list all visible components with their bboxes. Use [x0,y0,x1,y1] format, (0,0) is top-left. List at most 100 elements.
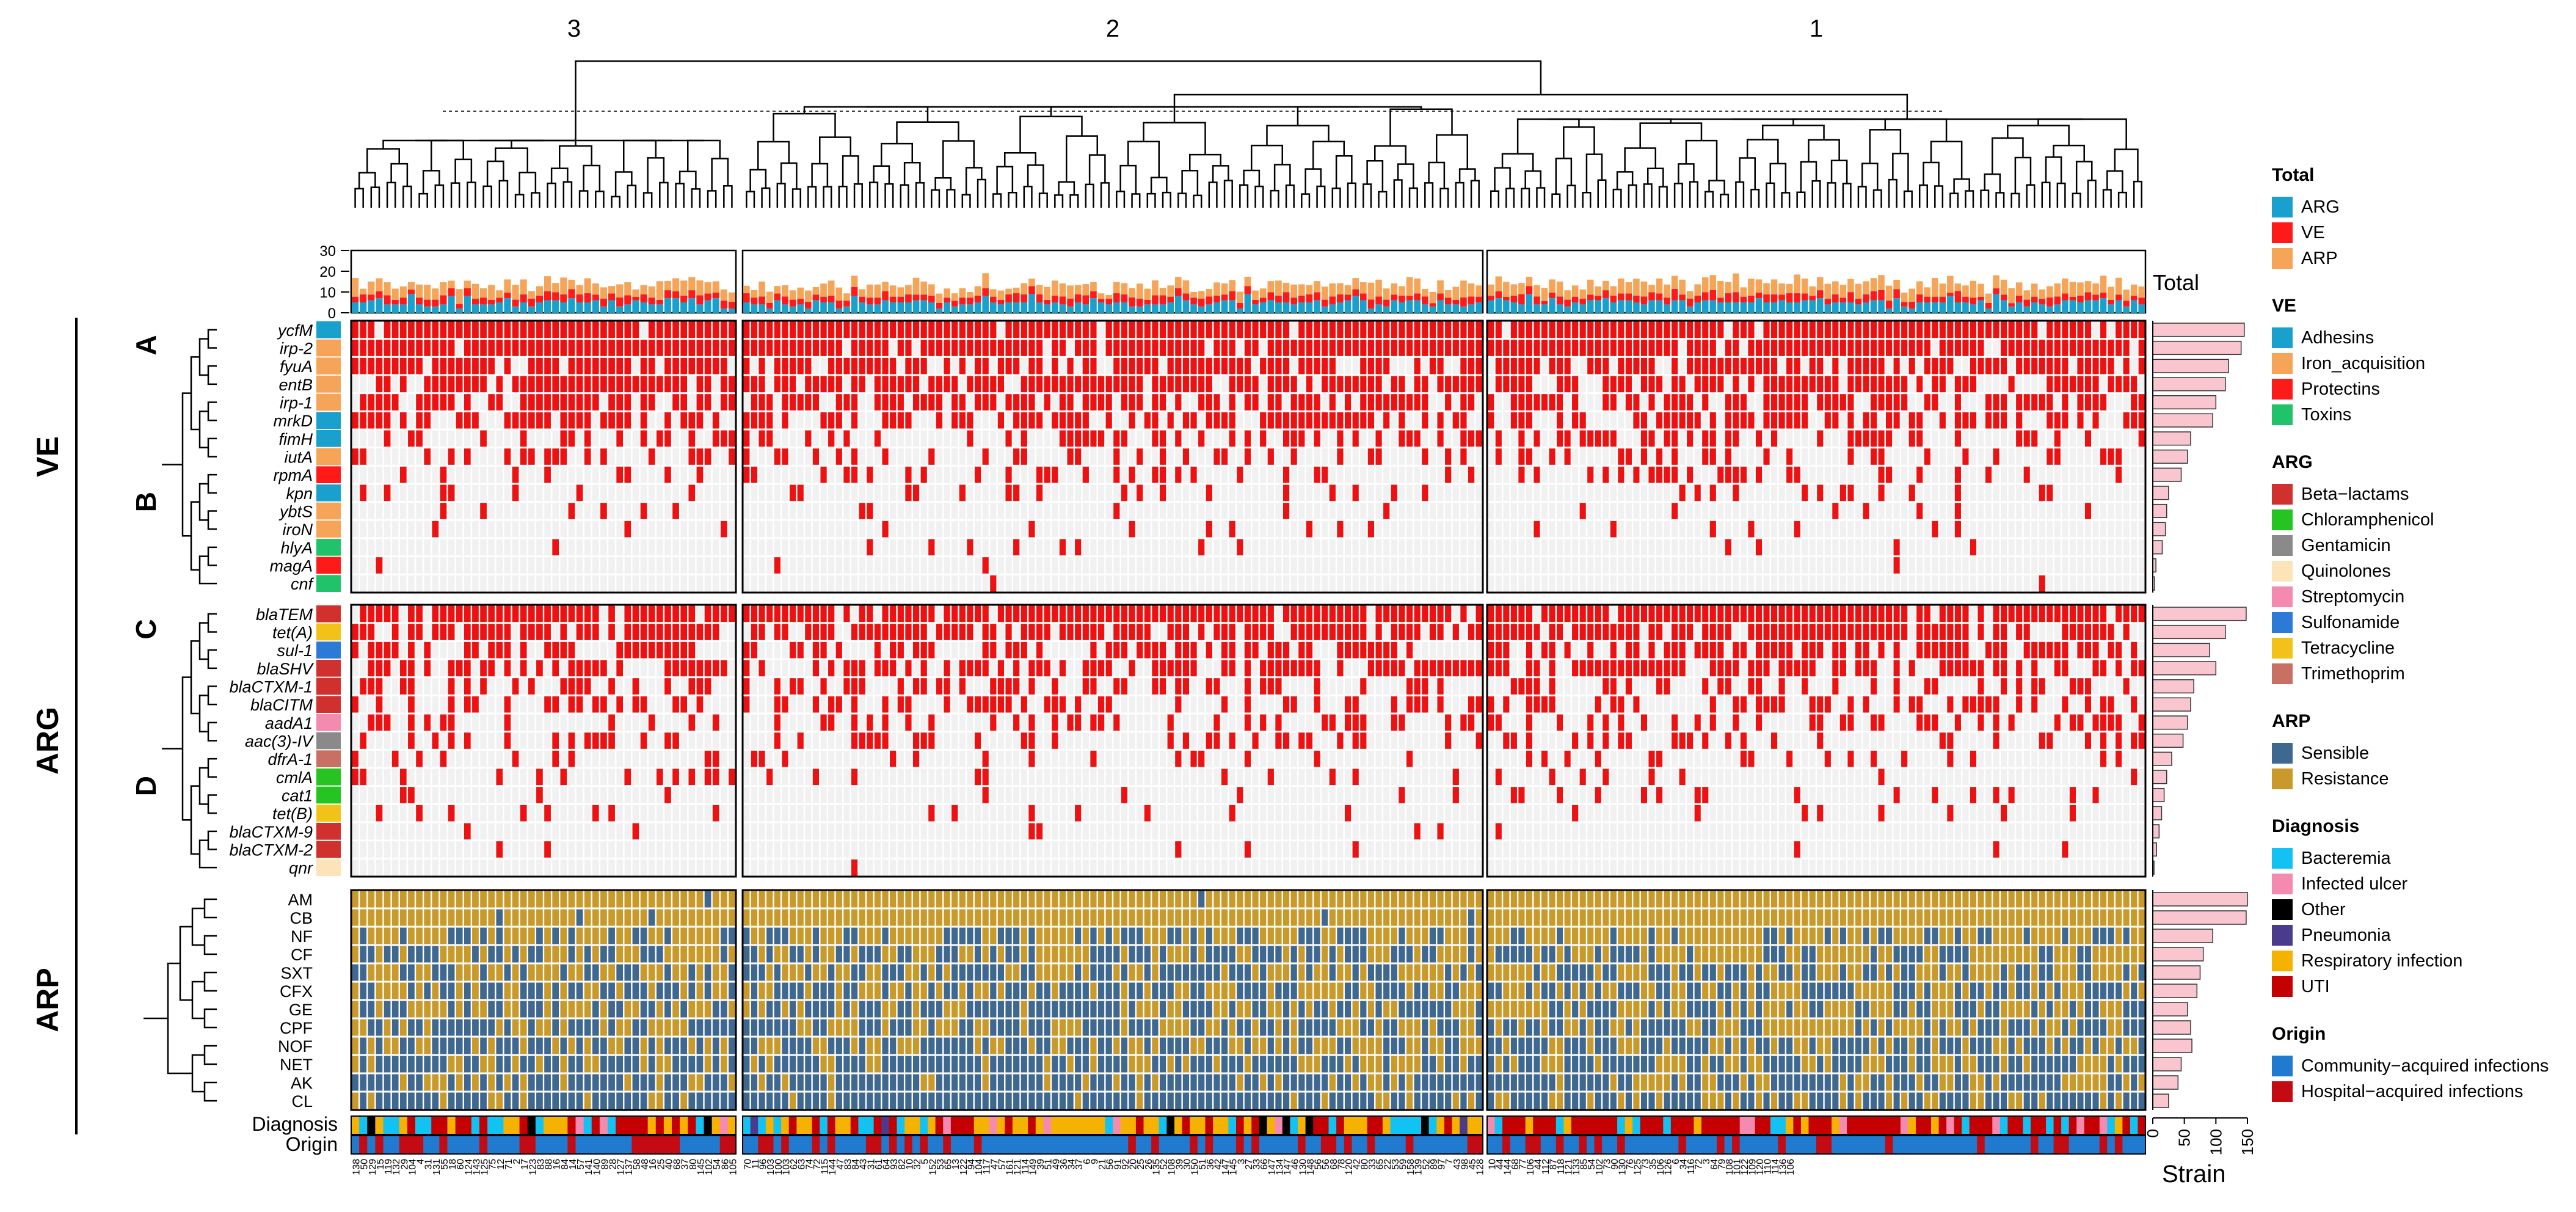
heatmap-cell [1664,340,1670,356]
heatmap-cell [2123,575,2130,592]
heatmap-cell [1908,557,1915,574]
heatmap-cell [1893,430,1900,447]
heatmap-cell [967,624,973,640]
heatmap-cell [2116,430,2122,447]
heatmap-cell [1260,412,1267,429]
heatmap-cell [1679,430,1686,447]
heatmap-cell [959,696,966,713]
heatmap-cell [805,678,812,695]
heatmap-cell [1329,660,1336,677]
heatmap-cell [1672,484,1678,502]
heatmap-cell [1770,678,1778,695]
heatmap-cell [997,357,1005,374]
heatmap-cell [1082,357,1089,374]
heatmap-cell [1097,605,1105,622]
heatmap-cell [416,448,423,465]
heatmap-cell [1437,557,1444,574]
heatmap-cell [1314,430,1320,447]
heatmap-cell [1839,357,1846,374]
heatmap-cell [399,624,407,640]
heatmap-cell [584,660,591,677]
heatmap-cell [1367,714,1375,731]
heatmap-cell [1618,357,1625,374]
heatmap-cell [1595,557,1601,574]
heatmap-cell [1587,557,1594,574]
heatmap-cell [616,624,624,640]
heatmap-cell [1391,605,1397,622]
heatmap-cell [1832,412,1839,429]
heatmap-cell [1709,503,1716,519]
heatmap-cell [843,575,850,592]
heatmap-cell [512,321,519,338]
heatmap-cell [1468,575,1475,592]
heatmap-cell [967,321,973,338]
heatmap-cell [1916,321,1923,338]
heatmap-cell [2001,448,2007,465]
heatmap-cell [1908,484,1915,502]
heatmap-cell [2077,357,2084,374]
heatmap-cell [440,412,447,429]
heatmap-cell [391,430,399,447]
heatmap-cell [936,660,943,677]
heatmap-cell [782,430,788,447]
heatmap-cell [2047,520,2053,538]
heatmap-cell [812,394,820,411]
heatmap-cell [897,520,904,538]
heatmap-cell [1406,503,1413,519]
heatmap-cell [1824,321,1831,338]
heatmap-cell [1159,357,1166,374]
heatmap-cell [812,539,820,556]
heatmap-cell [1306,376,1313,393]
heatmap-cell [1802,624,1808,640]
heatmap-cell [1832,448,1839,465]
heatmap-cell [1824,466,1831,483]
heatmap-cell [1275,539,1282,556]
heatmap-cell [608,660,615,677]
heatmap-cell [1901,448,1908,465]
heatmap-cell [1267,321,1274,338]
heatmap-cell [729,520,735,538]
heatmap-cell [1534,660,1540,677]
heatmap-cell [1082,520,1089,538]
heatmap-cell [1916,557,1923,574]
heatmap-cell [600,376,607,393]
heatmap-cell [1067,539,1074,556]
heatmap-cell [1105,660,1112,677]
heatmap-cell [944,466,950,483]
heatmap-cell [1932,466,1938,483]
heatmap-cell [1541,321,1548,338]
heatmap-cell [997,503,1005,519]
heatmap-cell [2047,605,2053,622]
heatmap-cell [1717,660,1724,677]
heatmap-cell [1137,484,1143,502]
heatmap-cell [1314,357,1320,374]
heatmap-cell [951,575,958,592]
heatmap-cell [1013,660,1020,677]
heatmap-cell [1360,641,1367,659]
heatmap-cell [951,660,958,677]
heatmap-cell [1664,412,1670,429]
heatmap-cell [982,605,989,622]
heatmap-cell [951,520,958,538]
heatmap-cell [2084,448,2092,465]
heatmap-cell [1839,696,1846,713]
heatmap-cell [729,340,735,356]
heatmap-cell [720,357,727,374]
heatmap-cell [1021,412,1027,429]
heatmap-cell [1213,520,1220,538]
heatmap-cell [890,678,897,695]
heatmap-cell [1924,430,1930,447]
heatmap-cell [789,503,796,519]
heatmap-cell [1993,520,1999,538]
heatmap-cell [1503,557,1510,574]
heatmap-cell [720,605,727,622]
heatmap-cell [640,575,647,592]
heatmap-cell [592,340,599,356]
heatmap-cell [1082,484,1089,502]
heatmap-cell [1610,340,1617,356]
heatmap-cell [944,321,950,338]
heatmap-cell [1495,696,1502,713]
heatmap-cell [1406,714,1413,731]
heatmap-cell [560,484,567,502]
heatmap-cell [408,714,415,731]
